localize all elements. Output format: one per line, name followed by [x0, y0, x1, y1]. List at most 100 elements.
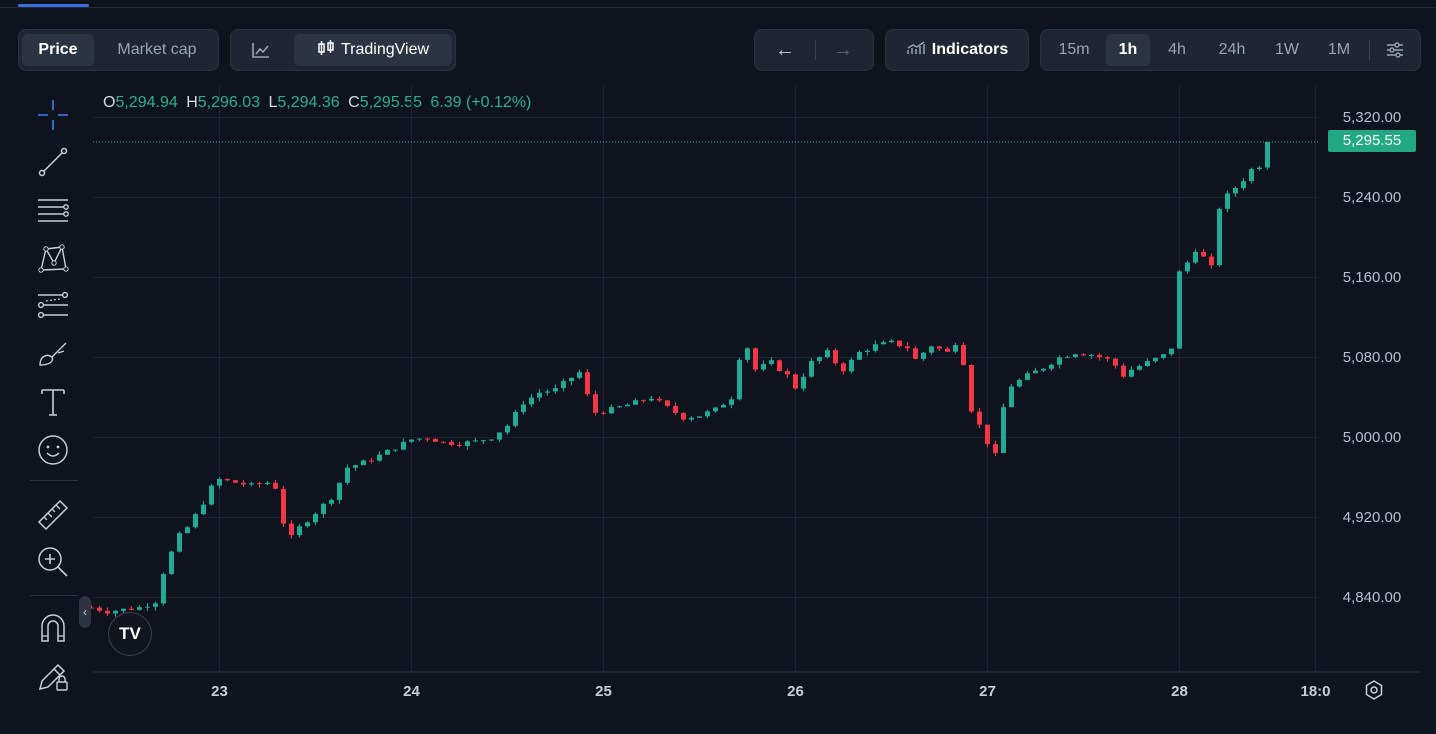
- candle-up: [713, 407, 718, 412]
- smiley-icon: [38, 435, 68, 465]
- candlestick-icon: [318, 40, 334, 55]
- axis-settings-button[interactable]: [1363, 679, 1385, 701]
- magnet-tool[interactable]: [32, 608, 74, 648]
- candle-up: [1049, 364, 1054, 369]
- horizontal-lines-tool[interactable]: [32, 190, 74, 230]
- trend-line-tool[interactable]: [32, 142, 74, 182]
- candle-down: [777, 360, 782, 372]
- candle-up: [489, 439, 494, 441]
- candle-up: [137, 607, 142, 610]
- candle-up: [529, 397, 534, 405]
- candle-down: [1209, 256, 1214, 266]
- candle-up: [1137, 366, 1142, 370]
- candle-down: [905, 346, 910, 349]
- candle-down: [1097, 354, 1102, 358]
- candle-down: [897, 340, 902, 347]
- candle-up: [1041, 368, 1046, 371]
- timeframe-1m[interactable]: 1M: [1327, 41, 1351, 58]
- x-tick-label: 18:0: [1300, 683, 1331, 700]
- candle-up: [705, 411, 710, 417]
- candle-up: [193, 514, 198, 528]
- close-label: C: [348, 94, 360, 111]
- pattern-tool[interactable]: [32, 238, 74, 278]
- candle-down: [1105, 357, 1110, 359]
- nav-divider: [815, 40, 816, 60]
- candle-up: [1233, 187, 1238, 194]
- candle-up: [537, 392, 542, 398]
- candle-up: [825, 350, 830, 358]
- candle-up: [305, 522, 310, 527]
- candle-up: [921, 352, 926, 359]
- candle-down: [257, 483, 262, 485]
- low-label: L: [268, 94, 278, 111]
- candle-up: [689, 417, 694, 420]
- text-tool[interactable]: [32, 382, 74, 422]
- collapse-toolbar-button[interactable]: ‹: [79, 596, 91, 628]
- crosshair-tool[interactable]: [32, 95, 74, 135]
- tradingview-label: TradingView: [340, 41, 430, 58]
- indicators-button[interactable]: Indicators: [890, 34, 1024, 66]
- candle-up: [417, 438, 422, 440]
- candle-down: [273, 482, 278, 489]
- candle-up: [729, 399, 734, 405]
- prediction-icon: [37, 291, 69, 319]
- candle-up: [345, 467, 350, 483]
- zoom-in-icon: [38, 547, 68, 577]
- candle-up: [849, 359, 854, 372]
- candle-up: [1249, 169, 1254, 182]
- last-price-tag: 5,295.55: [1328, 130, 1416, 152]
- y-tick-label: 5,160.00: [1342, 268, 1402, 286]
- timeframe-1h[interactable]: 1h: [1106, 34, 1150, 66]
- tab-market-cap[interactable]: Market cap: [117, 41, 197, 58]
- candle-down: [129, 608, 134, 610]
- emoji-tool[interactable]: [32, 430, 74, 470]
- candle-up: [1073, 354, 1078, 358]
- candle-up: [761, 364, 766, 370]
- pencil-lock-icon: [38, 663, 68, 691]
- candle-up: [201, 504, 206, 515]
- candle-down: [641, 400, 646, 402]
- candle-up: [649, 398, 654, 401]
- candle-up: [953, 344, 958, 352]
- candle-down: [1081, 354, 1086, 356]
- high-value: 5,296.03: [197, 94, 261, 111]
- candle-down: [985, 424, 990, 445]
- zoom-tool[interactable]: [32, 542, 74, 582]
- candle-series: [89, 141, 1270, 617]
- candle-up: [297, 526, 302, 536]
- back-button[interactable]: ←: [775, 39, 795, 61]
- candle-down: [289, 523, 294, 536]
- candle-down: [841, 363, 846, 372]
- line-chart-button[interactable]: [235, 34, 287, 66]
- brush-tool[interactable]: [32, 334, 74, 374]
- timeframe-15m[interactable]: 15m: [1058, 41, 1090, 58]
- low-value: 5,294.36: [277, 94, 340, 111]
- candle-up: [1241, 181, 1246, 188]
- candle-up: [185, 527, 190, 534]
- candle-down: [913, 348, 918, 359]
- timeframe-24h[interactable]: 24h: [1218, 41, 1246, 58]
- ruler-tool[interactable]: [32, 495, 74, 535]
- tradingview-logo[interactable]: TV: [108, 612, 152, 656]
- timeframe-4h[interactable]: 4h: [1168, 41, 1186, 58]
- indicators-icon: [907, 41, 925, 54]
- candle-up: [1217, 208, 1222, 266]
- forward-button[interactable]: →: [833, 39, 853, 61]
- lock-drawings-tool[interactable]: [32, 656, 74, 696]
- prediction-tool[interactable]: [32, 286, 74, 326]
- candle-up: [1265, 141, 1270, 168]
- brush-icon: [39, 342, 67, 366]
- candle-up: [1169, 348, 1174, 355]
- candle-up: [1017, 379, 1022, 387]
- y-tick-label: 4,840.00: [1342, 588, 1402, 606]
- candle-up: [881, 342, 886, 345]
- chart-settings-button[interactable]: [1375, 34, 1415, 66]
- candle-up: [721, 404, 726, 408]
- timeframe-1w[interactable]: 1W: [1275, 41, 1299, 58]
- tab-price[interactable]: Price: [22, 34, 94, 66]
- candle-down: [233, 480, 238, 483]
- candle-up: [889, 340, 894, 343]
- candle-up: [265, 482, 270, 485]
- candle-down: [97, 607, 102, 611]
- tradingview-button[interactable]: TradingView: [294, 34, 452, 66]
